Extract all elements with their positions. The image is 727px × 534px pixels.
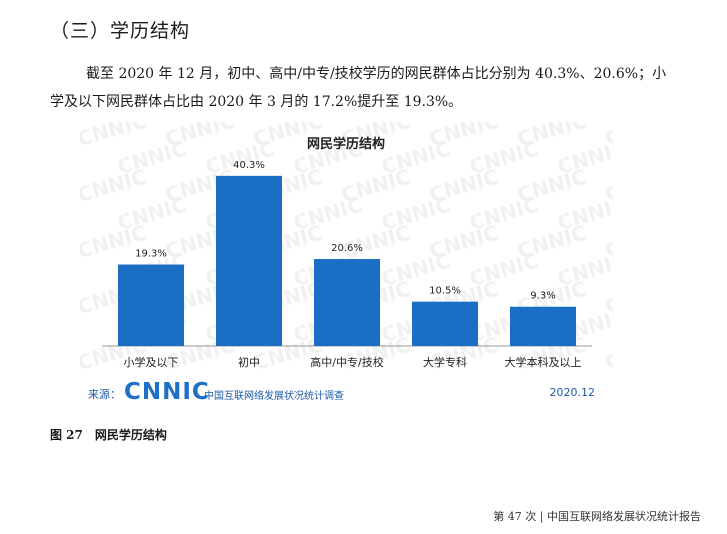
watermark-text: CNNIC	[603, 220, 613, 262]
category-label-1: 初中	[238, 355, 260, 369]
source-date: 2020.12	[549, 386, 596, 399]
watermark-text: CNNIC	[603, 332, 613, 374]
bar-1	[216, 175, 282, 346]
source-bar: 来源： CNNIC 中国互联网络发展状况统计调查 2020.12	[80, 378, 613, 408]
chart-figure: CNNIC CNNIC CNNIC CNNIC CNNIC CNNIC CNNIC CNNIC…	[80, 122, 613, 408]
category-label-2: 高中/中专/技校	[310, 355, 383, 369]
category-label-0: 小学及以下	[124, 355, 179, 369]
paragraph-line-2: 学及以下网民群体占比由 2020 年 3 月的 17.2%提升至 19.3%。	[50, 94, 463, 110]
watermark-text: CNNIC	[603, 276, 613, 318]
watermark-text: CNNIC	[603, 164, 613, 206]
data-label-0: 19.3%	[135, 249, 167, 260]
figure-caption: 图 27 网民学历结构	[50, 428, 167, 442]
bar-2	[314, 259, 380, 346]
watermark-text: CNNIC	[603, 122, 613, 151]
chart-title: 网民学历结构	[307, 136, 385, 152]
watermark-text: CNNIC	[80, 122, 149, 151]
body-paragraph: 截至 2020 年 12 月，初中、高中/中专/技校学历的网民群体占比分别为 4…	[50, 60, 680, 116]
data-label-1: 40.3%	[233, 160, 265, 171]
bar-4	[510, 306, 576, 346]
data-label-4: 9.3%	[530, 291, 555, 302]
cnnic-logo: CNNIC	[124, 379, 210, 405]
source-label: 来源：	[88, 388, 121, 401]
bar-0	[118, 264, 184, 346]
source-organization: 中国互联网络发展状况统计调查	[204, 391, 344, 402]
watermark-text: CNNIC	[80, 164, 149, 206]
bar-3	[412, 301, 478, 346]
data-label-3: 10.5%	[429, 286, 461, 297]
category-label-4: 大学本科及以上	[505, 355, 582, 369]
bar-chart: CNNIC CNNIC CNNIC CNNIC CNNIC CNNIC CNNICCNNIC…	[80, 122, 613, 375]
paragraph-line-1: 截至 2020 年 12 月，初中、高中/中专/技校学历的网民群体占比分别为 4…	[86, 66, 667, 82]
page-footer: 第 47 次 | 中国互联网络发展状况统计报告	[493, 510, 701, 523]
data-label-2: 20.6%	[331, 243, 363, 254]
section-heading: （三）学历结构	[50, 20, 191, 42]
category-label-3: 大学专科	[423, 355, 467, 369]
